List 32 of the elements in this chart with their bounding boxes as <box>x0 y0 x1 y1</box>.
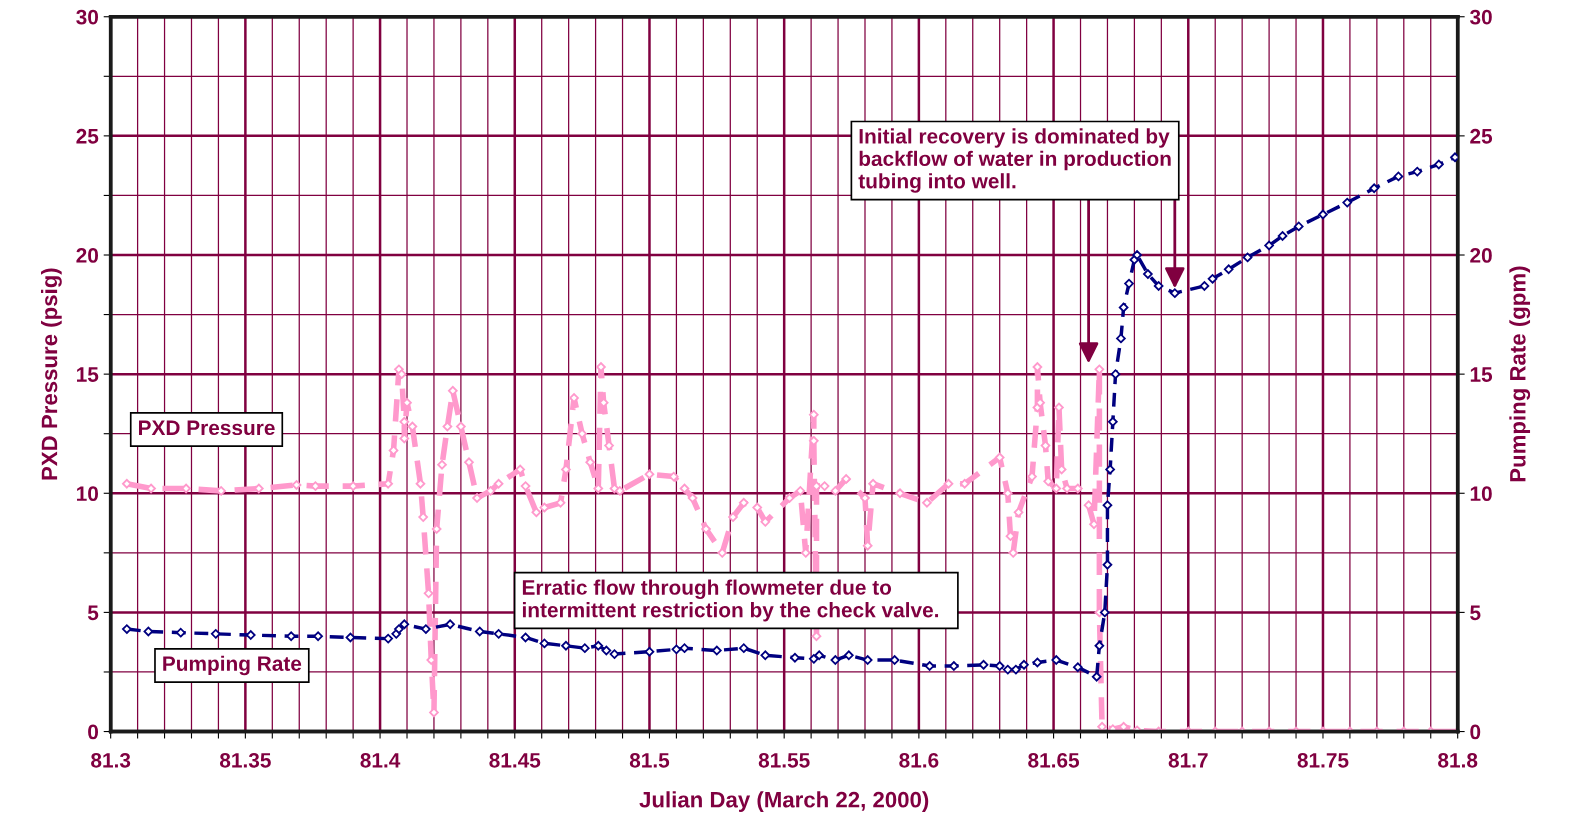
annotation: Initial recovery is dominated by backflow of water in production tubing into well. <box>858 128 1171 193</box>
y2-axis-title: Pumping Rate (gpm) <box>1509 266 1531 482</box>
y2-tick-label: 20 <box>1470 248 1492 263</box>
x-tick-label: 81.6 <box>899 752 939 768</box>
x-tick-label: 81.55 <box>758 752 810 768</box>
x-tick-label: 81.8 <box>1438 752 1478 768</box>
x-tick-label: 81.7 <box>1168 752 1208 768</box>
text: PXD Pressure <box>139 420 275 436</box>
x-tick-label: 81.75 <box>1297 752 1349 768</box>
y2-tick-label: 0 <box>1470 724 1481 740</box>
x-tick-label: 81.3 <box>91 752 131 768</box>
y2-tick-label: 5 <box>1470 605 1481 621</box>
x-tick-label: 81.5 <box>629 752 670 768</box>
y-tick-label: 0 <box>88 724 99 740</box>
y-tick-label: 25 <box>76 128 99 144</box>
y-tick-label: 30 <box>76 9 99 25</box>
annotation: Erratic flow through flowmeter due to intermittent restriction by the check valve. <box>522 579 939 622</box>
y-tick-label: 15 <box>77 367 99 382</box>
y2-tick-label: 30 <box>1469 9 1492 25</box>
y-tick-label: 5 <box>87 605 99 621</box>
y2-tick-label: 25 <box>1470 128 1493 144</box>
series-label: Pumping Rate <box>163 655 302 676</box>
y-tick-label: 10 <box>77 486 99 502</box>
y-axis-title: PXD Pressure (psig) <box>40 268 62 480</box>
x-tick-label: 81.35 <box>219 752 271 768</box>
x-tick-label: 81.4 <box>360 752 401 768</box>
x-tick-label: 81.65 <box>1028 752 1080 768</box>
y-tick-label: 20 <box>76 248 99 263</box>
x-tick-label: 81.45 <box>489 752 541 768</box>
x-axis-title: Julian Day (March 22, 2000) <box>639 791 929 812</box>
y2-tick-label: 10 <box>1470 486 1492 502</box>
y2-tick-label: 15 <box>1470 367 1493 382</box>
